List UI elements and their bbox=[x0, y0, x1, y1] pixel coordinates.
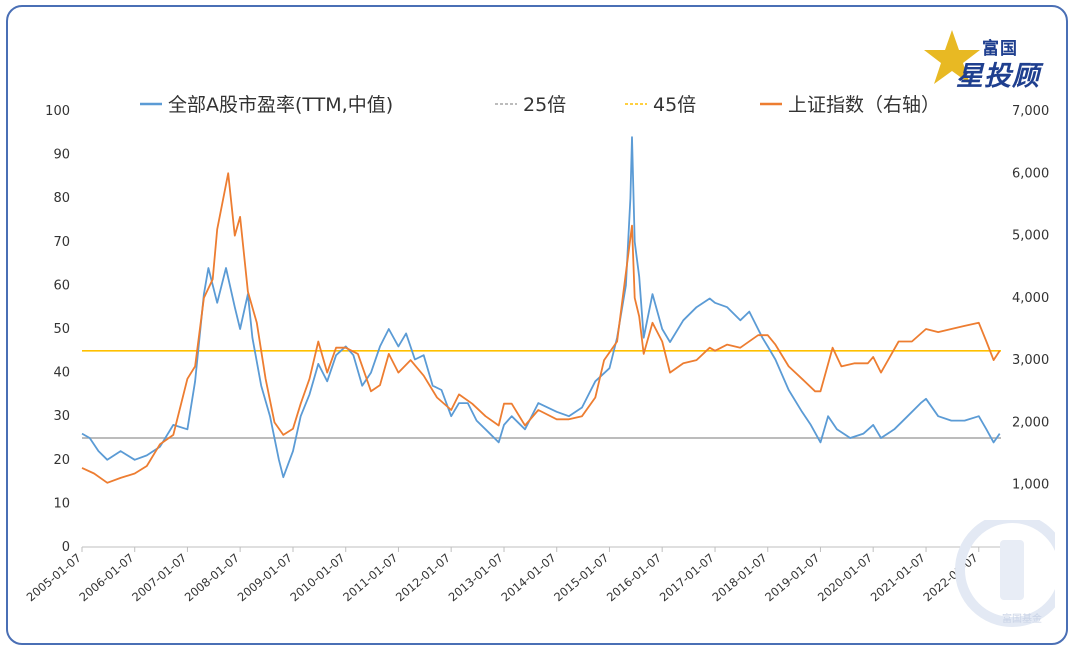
right-tick-label: 2,000 bbox=[1012, 415, 1049, 430]
left-tick-label: 60 bbox=[53, 278, 70, 293]
x-axis: 2005-01-072006-01-072007-01-072008-01-07… bbox=[24, 546, 1001, 605]
left-tick-label: 30 bbox=[53, 409, 70, 424]
x-tick-label: 2011-01-07 bbox=[340, 551, 400, 605]
left-tick-label: 90 bbox=[53, 148, 70, 163]
right-tick-label: 4,000 bbox=[1012, 291, 1049, 306]
chart-frame bbox=[6, 5, 1068, 645]
legend-label: 25倍 bbox=[523, 94, 566, 116]
left-tick-label: 70 bbox=[53, 235, 70, 250]
legend-label: 上证指数（右轴） bbox=[788, 94, 940, 116]
legend-label: 45倍 bbox=[653, 94, 696, 116]
star-icon bbox=[924, 30, 980, 84]
x-tick-label: 2016-01-07 bbox=[604, 551, 664, 605]
x-tick-label: 2005-01-07 bbox=[24, 551, 84, 605]
x-tick-label: 2013-01-07 bbox=[446, 551, 506, 605]
left-tick-label: 80 bbox=[53, 191, 70, 206]
x-tick-label: 2012-01-07 bbox=[393, 551, 453, 605]
left-axis: 0 10 20 30 40 50 60 70 80 90 100 bbox=[45, 104, 70, 555]
x-tick-label: 2010-01-07 bbox=[287, 551, 347, 605]
left-tick-label: 100 bbox=[45, 104, 70, 119]
right-tick-label: 6,000 bbox=[1012, 166, 1049, 181]
x-tick-label: 2017-01-07 bbox=[657, 551, 717, 605]
brand-line1: 富国 bbox=[982, 39, 1018, 59]
left-tick-label: 0 bbox=[62, 540, 70, 555]
left-tick-label: 20 bbox=[53, 453, 70, 468]
watermark-text: 富国基金 bbox=[1002, 614, 1042, 625]
right-tick-label: 5,000 bbox=[1012, 229, 1049, 244]
x-tick-label: 2018-01-07 bbox=[709, 551, 769, 605]
left-tick-label: 10 bbox=[53, 496, 70, 511]
watermark: 富国基金 bbox=[930, 513, 1069, 630]
x-tick-label: 2021-01-07 bbox=[868, 551, 928, 605]
x-tick-label: 2020-01-07 bbox=[815, 551, 875, 605]
x-tick-label: 2008-01-07 bbox=[182, 551, 242, 605]
series-line-index bbox=[81, 172, 1001, 484]
brand-line2: 星投顾 bbox=[956, 61, 1040, 92]
x-tick-label: 2014-01-07 bbox=[498, 551, 558, 605]
legend: 全部A股市盈率(TTM,中值) 25倍 45倍 上证指数（右轴） bbox=[140, 94, 940, 116]
legend-label: 全部A股市盈率(TTM,中值) bbox=[168, 94, 393, 116]
x-tick-label: 2006-01-07 bbox=[76, 551, 136, 605]
left-tick-label: 40 bbox=[53, 366, 70, 381]
right-tick-label: 7,000 bbox=[1012, 104, 1049, 119]
x-tick-label: 2019-01-07 bbox=[762, 551, 822, 605]
brand-logo: 富国 星投顾 bbox=[922, 28, 1062, 92]
right-tick-label: 1,000 bbox=[1012, 478, 1049, 493]
series-line-pe bbox=[81, 136, 1001, 479]
series-layer bbox=[81, 136, 1001, 484]
x-tick-label: 2009-01-07 bbox=[235, 551, 295, 605]
x-tick-label: 2007-01-07 bbox=[129, 551, 189, 605]
x-tick-label: 2015-01-07 bbox=[551, 551, 611, 605]
left-tick-label: 50 bbox=[53, 322, 70, 337]
right-tick-label: 3,000 bbox=[1012, 353, 1049, 368]
